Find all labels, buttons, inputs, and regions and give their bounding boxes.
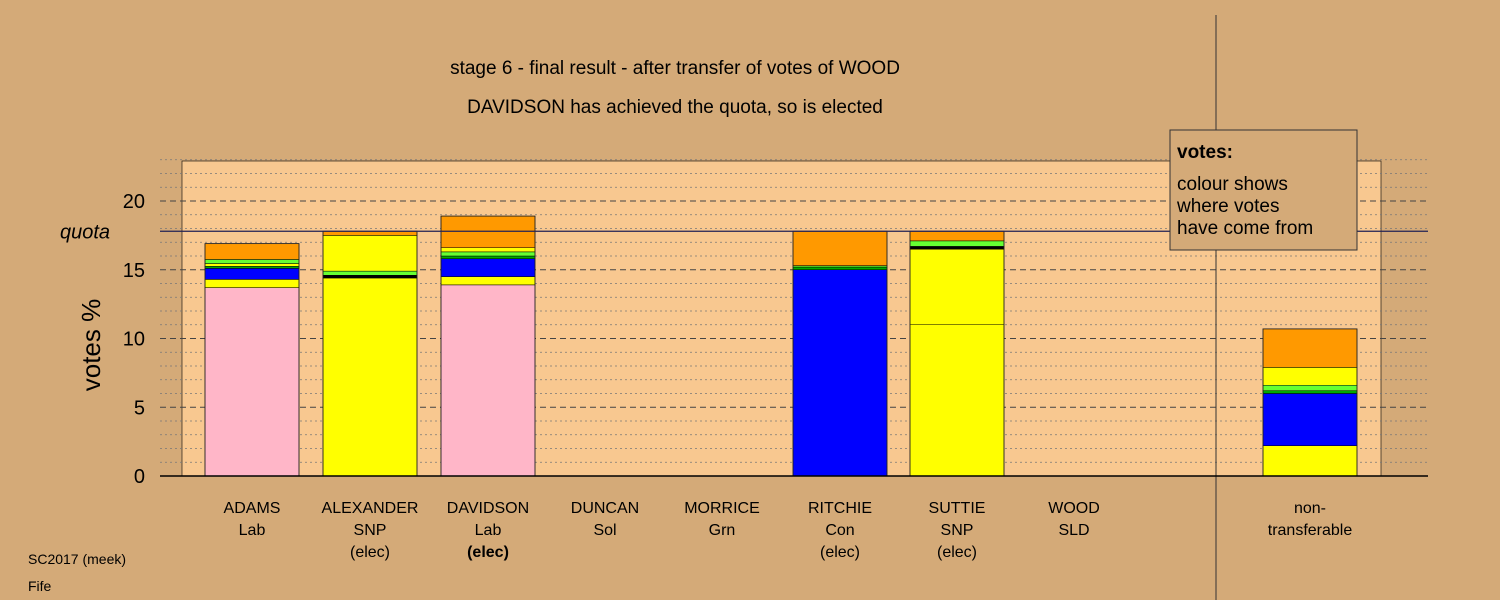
stacked-bar: [322, 230, 418, 477]
bar-segment: [204, 268, 300, 280]
bar-segment: [204, 243, 300, 260]
quota-label: quota: [60, 221, 110, 243]
bar-segment: [1262, 393, 1358, 446]
bar-segment: [792, 269, 888, 477]
x-category-label: MORRICE: [684, 500, 760, 517]
x-category-label: (elec): [820, 544, 860, 561]
bar-segment: [440, 258, 536, 277]
x-category-label: RITCHIE: [808, 500, 872, 517]
x-category-label: non-: [1294, 500, 1326, 517]
stacked-bar: [204, 243, 300, 477]
x-category-label: Con: [825, 522, 854, 539]
legend-title: votes:: [1177, 142, 1233, 163]
y-tick-labels: 0 5 10 15 20: [123, 191, 145, 488]
bar-segment: [1262, 367, 1358, 386]
bar-segment: [204, 266, 300, 269]
bar-segment: [909, 324, 1005, 477]
x-category-label: Lab: [239, 522, 266, 539]
bar-segment: [440, 215, 536, 248]
bar-segment: [322, 235, 418, 272]
x-category-label: Lab: [475, 522, 502, 539]
bar-segment: [792, 231, 888, 266]
footer-council-label: Fife: [28, 578, 52, 594]
bar-segment: [1262, 445, 1358, 477]
bar-segment: [204, 287, 300, 477]
y-tick-label: 20: [123, 191, 145, 213]
bar-segment: [322, 231, 418, 236]
bar-segment: [204, 279, 300, 288]
stacked-bar: [792, 230, 888, 477]
bar-segment: [909, 231, 1005, 242]
x-category-label: DAVIDSON: [447, 500, 529, 517]
x-category-labels: ADAMS Lab ALEXANDER SNP (elec) DAVIDSON Lab (el…: [224, 500, 1353, 561]
stacked-bar: [909, 230, 1005, 477]
bar-segment: [204, 259, 300, 264]
x-category-label: SNP: [354, 522, 387, 539]
bar-segment: [1262, 390, 1358, 394]
x-category-label: (elec): [937, 544, 977, 561]
bar-segment: [204, 263, 300, 267]
bar-segment: [909, 240, 1005, 247]
x-category-label: ADAMS: [224, 500, 281, 517]
x-category-label: (elec): [350, 544, 390, 561]
y-tick-label: 0: [134, 466, 145, 488]
x-category-label: ALEXANDER: [322, 500, 419, 517]
x-category-label: DUNCAN: [571, 500, 639, 517]
bar-segment: [909, 248, 1005, 325]
legend-background: [1169, 129, 1358, 251]
x-category-label: Sol: [593, 522, 616, 539]
bar-segment: [440, 247, 536, 253]
stacked-bar: [1262, 328, 1358, 477]
chart-title-line-1: stage 6 - final result - after transfer …: [450, 58, 900, 79]
chart-title-line-2: DAVIDSON has achieved the quota, so is e…: [467, 97, 883, 118]
bar-segment: [322, 270, 418, 276]
x-category-label: SNP: [941, 522, 974, 539]
bar-segment: [440, 284, 536, 477]
bar-segment: [322, 275, 418, 279]
bar-segment: [1262, 328, 1358, 368]
x-category-label: transferable: [1268, 522, 1353, 539]
x-category-label: SLD: [1058, 522, 1089, 539]
x-category-label: SUTTIE: [929, 500, 986, 517]
bar-segment: [440, 255, 536, 259]
legend-box: votes: colour shows where votes have com…: [1169, 129, 1358, 251]
y-axis-title: votes %: [76, 299, 106, 392]
bar-segment: [792, 266, 888, 270]
y-tick-label: 10: [123, 329, 145, 351]
legend-line-3: have come from: [1177, 218, 1313, 239]
bar-segment: [440, 251, 536, 257]
bars: [204, 215, 1358, 477]
y-tick-label: 5: [134, 397, 145, 419]
bar-segment: [440, 276, 536, 286]
legend-line-2: where votes: [1176, 196, 1279, 217]
footer-election-label: SC2017 (meek): [28, 551, 126, 567]
x-category-label: (elec): [467, 544, 509, 561]
stacked-bar: [440, 215, 536, 477]
y-tick-label: 15: [123, 260, 145, 282]
bar-segment: [322, 277, 418, 477]
bar-segment: [1262, 385, 1358, 391]
x-category-label: WOOD: [1048, 500, 1100, 517]
bar-segment: [909, 246, 1005, 250]
legend-line-1: colour shows: [1177, 174, 1288, 195]
x-category-label: Grn: [709, 522, 736, 539]
